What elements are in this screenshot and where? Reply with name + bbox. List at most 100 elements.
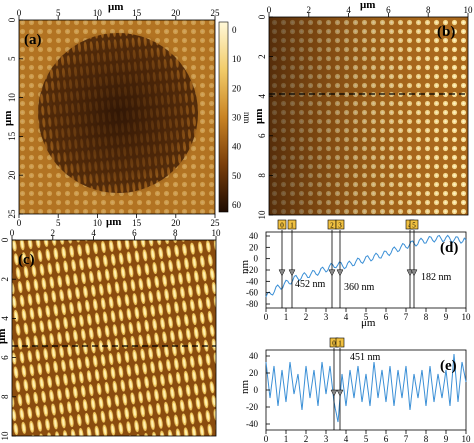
panel-a-x-tick-label: 5 [56, 8, 61, 18]
panel-c-xlabel: μm [106, 216, 121, 228]
panel-e-y-tick-label: 40 [249, 351, 259, 361]
panel-d-y-tick-label: -80 [246, 299, 258, 309]
panel-e-x-tick-label: 9 [444, 434, 449, 443]
panel-a-xb-tick-label: 15 [132, 218, 142, 228]
panel-d-cursor-tag [409, 219, 419, 230]
colorbar-tick-label: 0 [232, 25, 237, 35]
panel-b-xlabel: μm [360, 0, 375, 11]
panel-d-x-tick-label: 9 [444, 312, 449, 322]
panel-b-x-tick-label: 10 [464, 5, 474, 15]
panel-e-cursor-tag-label: 0 [332, 340, 336, 348]
colorbar-tick-label: 30 [232, 113, 242, 123]
panel-d-cursor-tag-label: 1 [290, 222, 294, 230]
panel-e-cursor-marker [330, 389, 338, 397]
panel-c-y-tick-label: 10 [0, 431, 10, 441]
panel-b-x-tick-label: 6 [386, 5, 391, 15]
colorbar-tick-label: 60 [232, 200, 242, 210]
panel-a-colorbar-ticks: 0 10 20 30 40 50 60 [232, 25, 242, 210]
panel-d-y-tick-label: 0 [254, 254, 259, 264]
panel-d-cursor-tag-label: 0 [280, 222, 284, 230]
panel-d-cursor-marker [336, 269, 344, 277]
panel-e-x-tick-label: 3 [324, 434, 329, 443]
panel-d-annotation-2: 360 nm [344, 282, 375, 293]
panel-e-y-tick-label: -40 [246, 419, 258, 429]
panel-e-x-tick-label: 7 [404, 434, 409, 443]
panel-d-cursor-tag [335, 219, 345, 230]
panel-e-y-tick-label: 20 [249, 368, 259, 378]
panel-e-x-tick-label: 4 [344, 434, 349, 443]
panel-d-profile-series [265, 234, 467, 298]
panel-a-xlabel: μm [108, 1, 123, 13]
panel-b: (b) μm μm 0 2 4 6 8 10 0 2 4 6 8 10 [253, 0, 473, 220]
panel-e-x-tick-label: 10 [462, 434, 472, 443]
panel-d-y-tick-label: -20 [246, 265, 258, 275]
panel-b-x-tick-label: 8 [426, 5, 431, 15]
panel-e-cursor-marker [336, 389, 344, 397]
panel-c-y-tick-label: 6 [0, 355, 10, 360]
panel-c-x-ticks: 0 2 4 6 8 10 [10, 228, 221, 240]
panel-b-x-ticks: 0 2 4 6 8 10 [267, 5, 473, 17]
panel-e-y-tick-label: -20 [246, 402, 258, 412]
panel-d-y-tick-label: 20 [249, 242, 259, 252]
panel-a-x-tick-label: 15 [132, 8, 142, 18]
panel-a-xb-tick-label: 25 [211, 218, 221, 228]
panel-c-x-tick-label: 4 [91, 228, 96, 238]
panel-e-x-tick-label: 1 [284, 434, 289, 443]
panel-d-cursor-marker [288, 269, 296, 277]
panel-a-label: (a) [24, 32, 42, 48]
panel-d-cursor-marker [278, 269, 286, 277]
panel-a-y-tick-label: 5 [7, 56, 17, 61]
panel-a: (a) μm μm 0 5 10 15 20 250 5 10 15 20 25 051015202… [2, 1, 252, 228]
panel-a-x-tick-label: 20 [171, 8, 181, 18]
panel-e-profile-series [265, 353, 467, 423]
panel-d-cursor-tag-label: 2 [330, 222, 334, 230]
panel-a-y-tick-label: 20 [7, 170, 17, 180]
panel-c-ylabel: μm [0, 329, 8, 344]
panel-d-y-tick-label: 40 [249, 231, 259, 241]
panel-a-xb-tick-label: 0 [17, 218, 22, 228]
panel-d-cursor-marker [410, 269, 418, 277]
panel-d-x-tick-label: 10 [462, 312, 472, 322]
panel-a-y-tick-label: 25 [7, 209, 17, 219]
panel-d-x-tick-label: 3 [324, 312, 329, 322]
panel-a-xb-tick-label: 20 [171, 218, 181, 228]
panel-b-x-tick-label: 0 [267, 5, 272, 15]
panel-a-xb-tick-label: 10 [93, 218, 103, 228]
panel-c-y-tick-label: 2 [0, 277, 10, 282]
panel-e-x-tick-label: 8 [424, 434, 429, 443]
panel-a-x-ticks: 0 5 10 15 20 25 0 5 10 15 20 25 [17, 8, 220, 228]
colorbar-tick-label: 20 [232, 83, 242, 93]
panel-d-x-tick-label: 6 [384, 312, 389, 322]
panel-c-x-tick-label: 10 [212, 228, 222, 238]
panel-d-cursor-marker [328, 269, 336, 277]
panel-e-x-ticks: 0 1 2 3 4 5 6 7 8 9 10 [264, 430, 471, 443]
panel-c-y-tick-label: 8 [0, 394, 10, 399]
panel-d-x-tick-label: 0 [264, 312, 269, 322]
panel-d-x-tick-label: 8 [424, 312, 429, 322]
panel-c-image [12, 240, 216, 436]
panel-e-x-tick-label: 0 [264, 434, 269, 443]
panel-e-label: (e) [440, 358, 457, 374]
panel-a-y-ticks: 0 5 10 15 20 25 [7, 17, 23, 219]
panel-d-x-tick-label: 2 [304, 312, 309, 322]
panel-a-y-tick-label: 15 [7, 131, 17, 141]
panel-d-annotation-3: 182 nm [421, 272, 452, 283]
colorbar-tick-label: 10 [232, 54, 242, 64]
panel-d-cursor-tag-label: 3 [338, 222, 342, 230]
panel-a-ylabel: μm [2, 111, 14, 126]
panel-c: (c) μm μm 0 2 4 6 8 10 0 2 4 6 8 10 [0, 216, 221, 441]
panel-b-x-tick-label: 2 [307, 5, 312, 15]
panel-c-x-tick-label: 0 [10, 228, 15, 238]
panel-d-cursor-tag-label: 5 [412, 222, 416, 230]
panel-a-xb-tick-label: 5 [56, 218, 61, 228]
panel-e-x-tick-label: 5 [364, 434, 369, 443]
colorbar-tick-label: 50 [232, 171, 242, 181]
panel-d-y-tick-label: -40 [246, 276, 258, 286]
panel-d-plot-area [265, 231, 467, 309]
panel-e-cursor-tag-label: 1 [338, 340, 342, 348]
panel-e-ylabel: nm [239, 380, 251, 395]
panel-b-y-tick-label: 6 [257, 133, 267, 138]
